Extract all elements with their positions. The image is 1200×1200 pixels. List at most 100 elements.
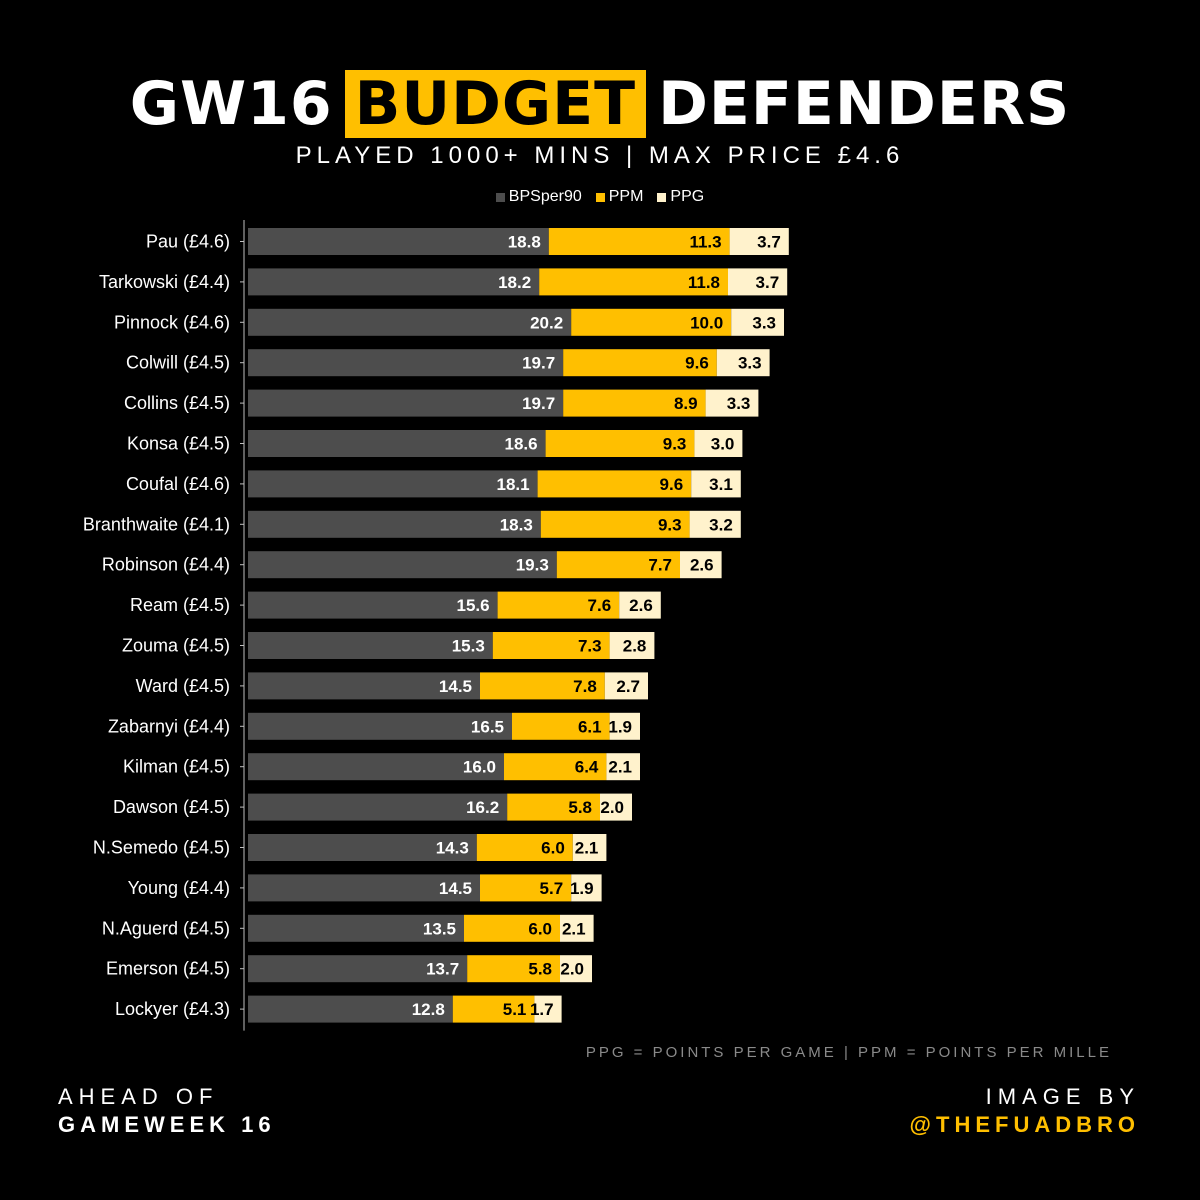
bar-bps — [248, 470, 538, 498]
bar-ppg — [689, 510, 741, 538]
data-label-bps: 13.5 — [423, 919, 456, 938]
legend-label-ppm: PPM — [608, 188, 644, 205]
bar-bps — [248, 430, 546, 457]
title-defenders: DEFENDERS — [658, 69, 1071, 139]
footnote: PPG = POINTS PER GAME | PPM = POINTS PER… — [585, 1044, 1112, 1061]
category-label: Branthwaite (£4.1) — [83, 514, 230, 534]
bar-ppm — [504, 753, 607, 781]
data-label-bps: 18.3 — [500, 515, 533, 534]
legend-swatch-bps — [495, 192, 505, 202]
data-label-bps: 18.8 — [508, 233, 541, 252]
data-label-ppg: 3.3 — [752, 313, 776, 332]
category-label: N.Aguerd (£4.5) — [102, 918, 230, 938]
chart-legend: BPSper90 PPM PPG — [0, 188, 1200, 206]
bar-bps — [248, 551, 557, 579]
bar-ppg — [619, 591, 661, 619]
category-label: Dawson (£4.5) — [113, 797, 230, 817]
data-label-ppg: 2.8 — [623, 637, 647, 656]
data-label-ppm: 7.8 — [573, 677, 597, 696]
category-label: Collins (£4.5) — [124, 393, 230, 413]
data-label-ppg: 1.7 — [530, 1000, 554, 1019]
data-label-ppg: 3.3 — [738, 354, 762, 373]
bar-ppm — [476, 834, 573, 861]
data-label-ppm: 8.9 — [674, 394, 698, 413]
bar-ppm — [492, 632, 610, 659]
data-label-bps: 14.3 — [436, 839, 469, 858]
bar-ppg — [560, 914, 594, 942]
footer-image-by: IMAGE BY — [985, 1084, 1140, 1109]
category-label: Ream (£4.5) — [130, 595, 230, 615]
legend-item-ppm: PPM — [595, 188, 644, 206]
bar-bps — [248, 793, 508, 821]
category-label: Pinnock (£4.6) — [114, 312, 230, 332]
bar-bps — [248, 914, 464, 942]
title-highlight: BUDGET — [344, 70, 647, 138]
legend-swatch-ppm — [595, 192, 605, 202]
data-label-bps: 12.8 — [412, 1000, 445, 1019]
legend-swatch-ppg — [657, 192, 667, 202]
bar-ppg — [571, 874, 602, 902]
data-label-ppm: 5.8 — [528, 960, 552, 979]
bar-ppg — [728, 268, 788, 296]
bar-ppm — [540, 510, 690, 538]
bar-bps — [248, 672, 480, 700]
bar-ppm — [548, 228, 730, 255]
data-label-ppg: 3.7 — [756, 273, 780, 292]
data-label-ppm: 11.8 — [688, 273, 720, 292]
data-label-bps: 19.7 — [522, 354, 555, 373]
bar-ppg — [694, 430, 743, 457]
data-label-ppg: 2.1 — [562, 919, 586, 938]
data-label-ppm: 5.7 — [540, 879, 564, 898]
footer-right: IMAGE BY @THEFUADBRO — [910, 1084, 1140, 1140]
data-label-bps: 20.2 — [530, 313, 563, 332]
footer-handle: @THEFUADBRO — [909, 1112, 1140, 1137]
footer-left: AHEAD OF GAMEWEEK 16 — [58, 1084, 276, 1140]
data-label-bps: 18.1 — [497, 475, 530, 494]
category-label: Coufal (£4.6) — [126, 474, 230, 494]
category-label: Pau (£4.6) — [146, 232, 230, 252]
bar-ppg — [609, 712, 640, 740]
data-label-bps: 16.5 — [471, 717, 504, 736]
category-label: Zouma (£4.5) — [122, 636, 230, 656]
data-label-ppg: 2.1 — [608, 758, 632, 777]
footer-gameweek: GAMEWEEK 16 — [58, 1112, 276, 1137]
data-label-bps: 16.0 — [463, 758, 496, 777]
bar-ppm — [464, 914, 560, 942]
data-label-ppm: 7.6 — [588, 596, 612, 615]
bar-ppg — [691, 470, 741, 498]
bar-ppm — [545, 430, 695, 457]
data-label-ppm: 9.6 — [660, 475, 684, 494]
footer-ahead-of: AHEAD OF — [58, 1084, 219, 1109]
data-label-ppm: 5.8 — [568, 798, 592, 817]
bar-ppg — [716, 349, 770, 377]
data-label-ppm: 7.7 — [648, 556, 672, 575]
bar-ppm — [467, 955, 560, 983]
category-label: Kilman (£4.5) — [123, 757, 230, 777]
data-label-bps: 18.2 — [498, 273, 531, 292]
category-label: Ward (£4.5) — [136, 676, 230, 696]
data-label-ppg: 3.1 — [709, 475, 733, 494]
bar-bps — [248, 349, 564, 377]
category-label: Young (£4.4) — [128, 878, 230, 898]
data-label-ppg: 2.0 — [600, 798, 624, 817]
bar-bps — [248, 955, 468, 983]
bar-bps — [248, 834, 477, 861]
chart-subtitle: PLAYED 1000+ MINS | MAX PRICE £4.6 — [295, 142, 905, 169]
bar-ppg — [680, 551, 722, 579]
data-label-ppg: 3.0 — [711, 435, 735, 454]
bar-ppg — [609, 632, 655, 659]
data-label-ppg: 3.7 — [757, 233, 781, 252]
data-label-ppg: 2.1 — [575, 839, 599, 858]
data-label-ppm: 9.6 — [685, 354, 709, 373]
data-label-bps: 14.5 — [439, 879, 472, 898]
bar-ppm — [537, 470, 692, 498]
data-label-ppm: 9.3 — [658, 515, 682, 534]
data-label-ppg: 1.9 — [608, 717, 632, 736]
bar-ppm — [452, 995, 535, 1023]
data-label-bps: 16.2 — [466, 798, 499, 817]
bar-bps — [248, 753, 504, 781]
data-label-ppm: 5.1 — [503, 1000, 527, 1019]
bar-ppm — [539, 268, 728, 296]
data-label-ppg: 1.9 — [570, 879, 594, 898]
bar-bps — [248, 591, 498, 619]
